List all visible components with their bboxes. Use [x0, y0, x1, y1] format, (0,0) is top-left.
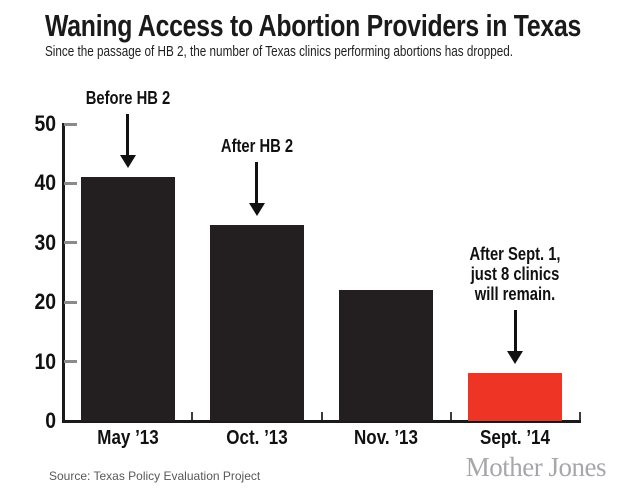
y-tick-label: 0 [45, 408, 56, 433]
bar [339, 290, 434, 421]
mother-jones-logo: Mother Jones [465, 452, 607, 482]
down-arrow-icon [255, 161, 259, 203]
x-category-label: Nov. ’13 [354, 427, 419, 449]
source-credit: Source: Texas Policy Evaluation Project [49, 469, 261, 483]
y-tick [64, 360, 77, 364]
y-tick-label: 40 [34, 170, 56, 196]
x-tick [191, 412, 194, 420]
annotation-label: Before HB 2 [85, 88, 170, 109]
bar [80, 177, 175, 421]
y-tick-label: 20 [34, 289, 56, 315]
x-category-label: Sept. ’14 [480, 427, 551, 449]
y-tick-label: 30 [34, 229, 56, 255]
down-arrow-icon [126, 114, 130, 156]
x-tick [449, 412, 452, 420]
y-tick [64, 181, 77, 185]
y-tick [64, 300, 77, 304]
x-category-label: May ’13 [96, 427, 159, 449]
y-tick-label: 10 [34, 348, 56, 374]
bar [209, 224, 304, 421]
bar [468, 373, 563, 421]
down-arrow-head-icon [507, 351, 524, 365]
down-arrow-head-icon [119, 155, 136, 169]
y-tick-label: 50 [34, 111, 56, 136]
x-tick [579, 412, 581, 420]
x-category-label: Oct. ’13 [226, 427, 288, 449]
chart-subtitle: Since the passage of HB 2, the number of… [45, 43, 514, 60]
y-axis-line [61, 122, 65, 423]
x-axis-line [61, 419, 581, 423]
down-arrow-icon [513, 310, 517, 352]
annotation-label: After HB 2 [220, 135, 293, 156]
y-tick [64, 241, 77, 245]
annotation-label: After Sept. 1, just 8 clinics will remain. [469, 244, 561, 305]
down-arrow-head-icon [248, 202, 265, 216]
x-tick [320, 412, 323, 420]
y-tick [64, 122, 77, 126]
chart-title: Waning Access to Abortion Providers in T… [45, 8, 582, 43]
